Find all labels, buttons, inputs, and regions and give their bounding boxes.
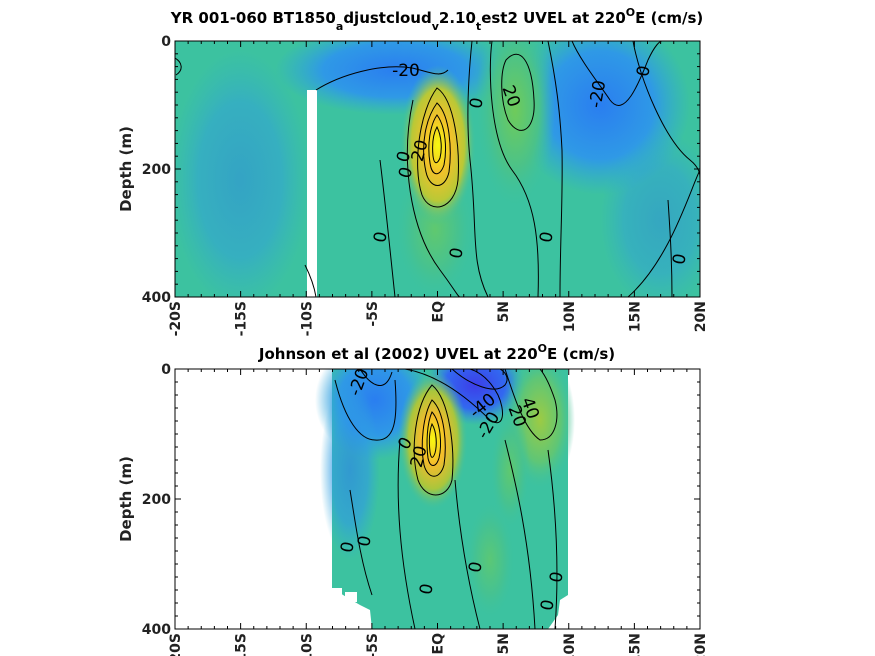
panel-model-ylabel: Depth (m) xyxy=(117,126,135,212)
x-tick-label: 20N xyxy=(693,301,709,332)
clabel: 0 xyxy=(465,560,487,574)
x-tick-label: 20N xyxy=(693,633,709,656)
panel-model-title: YR 001-060 BT1850adjustcloudv2.10test2 U… xyxy=(170,6,703,33)
panel-model-contour-labels: -20 20 0 -20 0 0 20 0 0 0 0 0 xyxy=(370,61,691,266)
x-tick-label: 15N xyxy=(627,301,643,332)
x-tick-label: 10N xyxy=(562,633,578,656)
clabel: 0 xyxy=(354,534,376,548)
x-tick-label: EQ xyxy=(431,633,447,655)
x-tick-label: -10S xyxy=(299,301,315,336)
clabel: -20 xyxy=(586,79,611,110)
x-tick-label: -5S xyxy=(365,633,381,656)
clabel: 0 xyxy=(370,230,392,244)
panel-obs-ylabel: Depth (m) xyxy=(117,456,135,542)
panel-model-nodata-strip xyxy=(307,90,317,297)
y-tick-label: 400 xyxy=(142,290,171,306)
clabel: -20 xyxy=(392,61,420,81)
y-tick-label: 200 xyxy=(142,162,171,178)
x-tick-label: 15N xyxy=(627,633,643,656)
x-tick-label: -20S xyxy=(168,301,184,336)
y-tick-label: 0 xyxy=(161,34,171,50)
panel-model-contours xyxy=(175,41,700,297)
panel-obs-field xyxy=(315,369,575,629)
y-tick-label: 200 xyxy=(142,492,171,508)
clabel: 0 xyxy=(466,96,488,110)
panel-model: YR 001-060 BT1850adjustcloudv2.10test2 U… xyxy=(117,6,709,336)
panel-model-ticks: -20S -15S -10S -5S EQ 5N 10N 15N 20N 0 200 400 xyxy=(142,34,709,336)
clabel: 0 xyxy=(633,64,655,78)
x-tick-label: -5S xyxy=(365,301,381,327)
panel-obs: Johnson et al (2002) UVEL at 220OE (cm/s… xyxy=(117,342,709,656)
clabel: 0 xyxy=(669,252,691,266)
clabel: 0 xyxy=(537,598,559,612)
x-tick-label: -20S xyxy=(168,633,184,656)
x-tick-label: EQ xyxy=(431,301,447,323)
clabel: 0 xyxy=(416,582,438,596)
panel-obs-contour-labels: -20 -40 -20 20 40 0 20 0 0 0 0 0 0 xyxy=(337,366,568,612)
x-tick-label: -15S xyxy=(234,301,250,336)
x-tick-label: 10N xyxy=(562,301,578,332)
x-tick-label: -10S xyxy=(299,633,315,656)
y-tick-label: 400 xyxy=(142,622,171,638)
clabel: 0 xyxy=(536,230,558,244)
clabel: 0 xyxy=(395,165,417,181)
clabel: 0 xyxy=(446,246,468,260)
y-tick-label: 0 xyxy=(161,362,171,378)
x-tick-label: 5N xyxy=(496,301,512,322)
panel-obs-ticks: -20S -15S -10S -5S EQ 5N 10N 15N 20N 0 200 400 xyxy=(142,362,709,656)
panel-obs-title: Johnson et al (2002) UVEL at 220OE (cm/s… xyxy=(258,342,615,363)
clabel: 0 xyxy=(337,540,359,554)
x-tick-label: -15S xyxy=(234,633,250,656)
clabel: 0 xyxy=(393,149,415,165)
panel-obs-contours xyxy=(334,369,558,629)
panel-model-field xyxy=(175,41,700,297)
clabel: 0 xyxy=(546,570,568,584)
x-tick-label: 5N xyxy=(496,633,512,654)
